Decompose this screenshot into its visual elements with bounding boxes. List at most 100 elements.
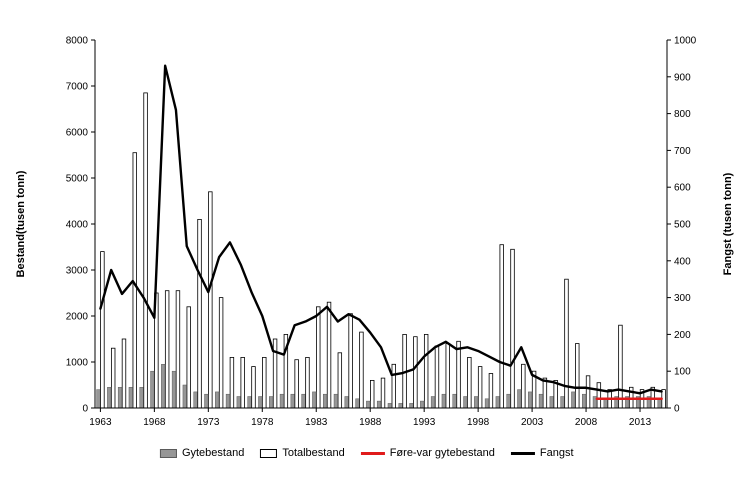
bar-totalbestand	[186, 306, 191, 409]
bar-totalbestand	[380, 377, 386, 409]
x-axis-tick-label: 1968	[143, 417, 166, 428]
left-axis-tick-label: 4000	[66, 220, 89, 231]
bar-gytebestand	[517, 389, 522, 409]
x-axis-tick-label: 2013	[629, 417, 652, 428]
x-axis-tick-label: 2008	[575, 417, 598, 428]
bar-gytebestand	[366, 400, 371, 409]
gytebestand-label: Gytebestand	[181, 447, 245, 459]
bar-totalbestand	[423, 333, 429, 409]
bar-totalbestand	[467, 356, 472, 409]
bar-gytebestand	[290, 393, 295, 409]
bar-gytebestand	[657, 398, 662, 409]
bar-totalbestand	[326, 301, 332, 409]
bar-gytebestand	[506, 393, 511, 409]
bar-totalbestand	[564, 278, 569, 409]
x-axis-tick-label: 1963	[89, 417, 112, 428]
bar-totalbestand	[445, 343, 450, 409]
bar-totalbestand	[521, 363, 526, 409]
left-axis-tick-label: 1000	[66, 358, 89, 369]
bar-gytebestand	[322, 393, 328, 409]
chart-legend: Gytebestand Totalbestand Føre-var gytebe…	[159, 447, 574, 459]
bar-gytebestand	[452, 393, 457, 409]
bar-gytebestand	[582, 393, 587, 409]
right-axis-tick-label: 0	[674, 404, 680, 415]
bar-totalbestand	[164, 290, 170, 409]
bar-gytebestand	[409, 403, 414, 409]
left-axis-tick-label: 6000	[66, 128, 89, 139]
bar-gytebestand	[96, 389, 101, 409]
bar-totalbestand	[618, 324, 623, 409]
legend-item-totalbestand: Totalbestand	[260, 447, 345, 459]
foere-var-label: Føre-var gytebestand	[389, 447, 495, 459]
bar-gytebestand	[495, 396, 500, 409]
fangst-label: Fangst	[539, 447, 574, 459]
bar-gytebestand	[279, 393, 284, 409]
bar-gytebestand	[474, 396, 479, 409]
right-axis-tick-label: 700	[674, 146, 691, 157]
right-axis-tick-label: 100	[674, 367, 691, 378]
bar-totalbestand	[348, 313, 353, 409]
bar-gytebestand	[355, 398, 360, 409]
left-axis-tick-label: 0	[82, 404, 88, 415]
bar-gytebestand	[441, 393, 446, 409]
totalbestand-swatch	[260, 448, 278, 458]
bar-totalbestand	[262, 356, 267, 409]
bar-gytebestand	[333, 393, 338, 409]
legend-item-foere-var: Føre-var gytebestand	[360, 447, 495, 459]
bar-gytebestand	[430, 396, 436, 409]
right-axis-tick-label: 600	[674, 183, 691, 194]
bar-gytebestand	[398, 403, 403, 409]
legend-item-gytebestand: Gytebestand	[159, 447, 245, 459]
bar-gytebestand	[258, 396, 263, 409]
right-axis-tick-label: 500	[674, 220, 691, 231]
bar-gytebestand	[215, 391, 220, 409]
bar-totalbestand	[434, 345, 440, 409]
bar-totalbestand	[100, 251, 105, 409]
bar-gytebestand	[117, 387, 123, 409]
fangst-swatch	[510, 451, 535, 455]
legend-item-fangst: Fangst	[510, 447, 574, 459]
bar-totalbestand	[370, 379, 375, 409]
bar-gytebestand	[128, 387, 133, 409]
bar-gytebestand	[182, 384, 187, 409]
bar-gytebestand	[344, 396, 349, 409]
right-axis-tick-label: 800	[674, 109, 691, 120]
bar-gytebestand	[603, 398, 608, 409]
left-axis-tick-label: 7000	[66, 82, 89, 93]
x-axis-tick-label: 1978	[251, 417, 274, 428]
bar-totalbestand	[218, 297, 224, 409]
x-axis-tick-label: 1983	[305, 417, 328, 428]
bar-totalbestand	[294, 359, 299, 409]
x-axis-tick-label: 1988	[359, 417, 382, 428]
bar-gytebestand	[538, 393, 543, 409]
gytebestand-swatch	[159, 448, 177, 458]
x-axis-tick-label: 2003	[521, 417, 544, 428]
bar-totalbestand	[337, 352, 343, 409]
bar-totalbestand	[143, 92, 148, 409]
bar-totalbestand	[456, 340, 461, 409]
bar-gytebestand	[193, 391, 198, 409]
bar-gytebestand	[376, 400, 382, 409]
bar-totalbestand	[208, 191, 213, 409]
left-axis-tick-label: 2000	[66, 312, 89, 323]
bar-gytebestand	[225, 393, 230, 409]
right-axis-tick-label: 900	[674, 72, 691, 83]
bar-totalbestand	[391, 363, 396, 409]
bar-gytebestand	[312, 391, 317, 409]
left-axis-tick-label: 8000	[66, 36, 89, 47]
bar-totalbestand	[596, 382, 602, 409]
bar-gytebestand	[161, 364, 166, 409]
bar-totalbestand	[121, 338, 127, 409]
bar-gytebestand	[301, 393, 306, 409]
bar-gytebestand	[571, 391, 576, 409]
left-axis-tick-label: 5000	[66, 174, 89, 185]
bar-totalbestand	[499, 244, 504, 409]
bar-gytebestand	[269, 396, 274, 409]
foere-var-swatch	[360, 451, 385, 455]
bar-gytebestand	[463, 396, 468, 409]
bar-gytebestand	[549, 396, 554, 409]
bar-totalbestand	[413, 336, 418, 409]
bar-totalbestand	[542, 377, 548, 409]
bar-totalbestand	[197, 218, 202, 409]
